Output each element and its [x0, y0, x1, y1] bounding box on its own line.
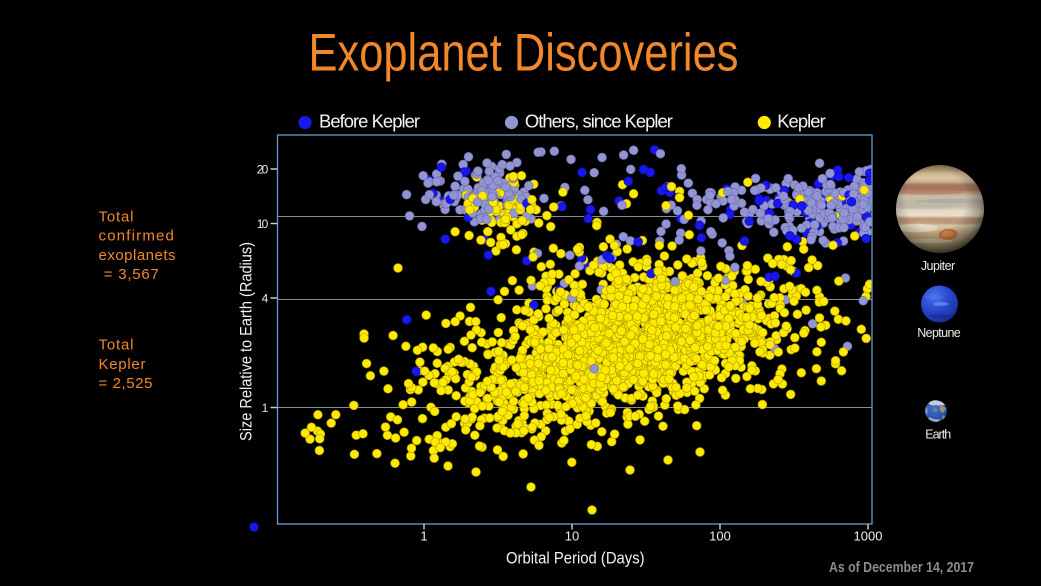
svg-text:Before Kepler: Before Kepler: [319, 111, 420, 132]
svg-text:10: 10: [565, 529, 579, 544]
svg-text:= 3,567: = 3,567: [104, 266, 159, 283]
svg-text:Others, since Kepler: Others, since Kepler: [525, 111, 673, 132]
svg-text:As of December 14, 2017: As of December 14, 2017: [829, 560, 974, 576]
svg-text:Jupiter: Jupiter: [921, 259, 955, 273]
svg-text:Total: Total: [99, 337, 134, 354]
svg-text:1: 1: [262, 401, 269, 415]
svg-text:= 2,525: = 2,525: [99, 375, 153, 392]
svg-text:Earth: Earth: [925, 428, 951, 442]
svg-text:10: 10: [257, 217, 269, 231]
svg-text:Orbital Period (Days): Orbital Period (Days): [506, 550, 645, 568]
svg-text:1: 1: [420, 529, 427, 544]
svg-text:Kepler: Kepler: [777, 111, 826, 132]
svg-text:1000: 1000: [854, 529, 883, 544]
svg-text:20: 20: [257, 162, 269, 176]
svg-text:100: 100: [709, 529, 731, 544]
svg-text:Neptune: Neptune: [917, 326, 960, 340]
svg-text:exoplanets: exoplanets: [99, 247, 176, 264]
svg-text:Kepler: Kepler: [99, 356, 146, 373]
svg-text:Total: Total: [99, 208, 134, 225]
svg-text:confirmed: confirmed: [99, 228, 174, 245]
svg-text:4: 4: [262, 291, 269, 305]
svg-text:Exoplanet Discoveries: Exoplanet Discoveries: [309, 24, 739, 83]
svg-text:Size Relative to Earth (Radius: Size Relative to Earth (Radius): [238, 242, 256, 441]
